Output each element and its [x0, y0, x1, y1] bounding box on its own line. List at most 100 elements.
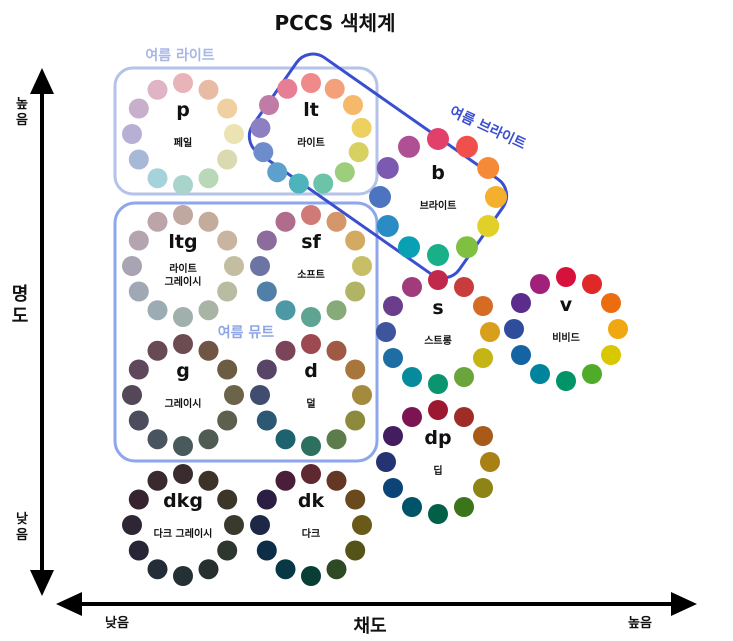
color-swatch: [582, 274, 602, 294]
color-swatch: [173, 334, 193, 354]
tone-code-dk: dk: [298, 490, 325, 512]
color-swatch: [345, 281, 366, 302]
color-swatch: [250, 515, 270, 535]
color-swatch: [217, 359, 238, 380]
color-swatch: [173, 464, 193, 484]
color-swatch: [383, 426, 403, 446]
color-swatch: [147, 559, 168, 580]
tone-name-dp: 딥: [433, 465, 442, 477]
tone-wheel-v: v 비비드: [504, 267, 628, 391]
color-swatch: [477, 157, 500, 179]
color-swatch: [511, 293, 531, 313]
color-swatch: [259, 95, 279, 115]
color-swatch: [324, 78, 345, 99]
color-swatch: [198, 470, 219, 491]
summer-bright-box: [247, 52, 509, 280]
color-swatch: [277, 78, 298, 99]
color-swatch: [224, 124, 244, 144]
color-swatch: [326, 300, 347, 321]
x-axis-arrow-right-icon: [671, 592, 697, 616]
tone-wheel-b: b 브라이트: [369, 128, 507, 266]
color-swatch: [198, 168, 219, 189]
color-swatch: [428, 270, 448, 290]
tone-wheel-g: g 그레이시: [122, 334, 244, 456]
tone-name-dkg: 다크 그레이시: [154, 527, 213, 540]
tone-wheel-dp: dp 딥: [376, 400, 500, 524]
color-swatch: [128, 540, 149, 561]
color-swatch: [128, 489, 149, 510]
tone-name-p: 페일: [174, 136, 192, 149]
summer-light-label: 여름 라이트: [145, 47, 214, 64]
tone-name-v: 비비드: [552, 331, 580, 344]
color-swatch: [369, 186, 391, 208]
color-swatch: [402, 367, 422, 387]
color-swatch: [376, 322, 396, 342]
color-swatch: [217, 149, 238, 170]
color-swatch: [224, 256, 244, 276]
color-swatch: [601, 345, 621, 365]
color-swatch: [556, 371, 576, 391]
color-swatch: [428, 400, 448, 420]
color-swatch: [288, 173, 309, 194]
color-swatch: [398, 236, 420, 259]
color-swatch: [275, 340, 296, 361]
color-swatch: [326, 559, 347, 580]
color-swatch: [301, 307, 321, 327]
color-swatch: [352, 385, 372, 405]
color-swatch: [351, 117, 372, 138]
color-swatch: [402, 497, 422, 517]
color-swatch: [275, 211, 296, 232]
color-swatch: [122, 124, 142, 144]
tone-code-dkg: dkg: [163, 490, 203, 512]
color-swatch: [198, 340, 219, 361]
color-swatch: [147, 168, 168, 189]
color-swatch: [250, 256, 270, 276]
color-swatch: [301, 436, 321, 456]
color-swatch: [147, 211, 168, 232]
color-swatch: [477, 215, 500, 237]
tone-code-b: b: [431, 162, 445, 184]
color-swatch: [301, 205, 321, 225]
color-swatch: [173, 73, 193, 93]
x-axis-low-label: 낮음: [105, 615, 129, 631]
color-swatch: [217, 540, 238, 561]
color-swatch: [473, 426, 493, 446]
color-swatch: [275, 559, 296, 580]
color-swatch: [313, 173, 334, 194]
color-swatch: [428, 374, 448, 394]
color-swatch: [398, 135, 420, 158]
summer-light-box: [113, 66, 379, 196]
tone-wheel-lt: lt 라이트: [250, 73, 372, 194]
color-swatch: [128, 410, 149, 431]
color-swatch: [173, 307, 193, 327]
color-swatch: [473, 348, 493, 368]
color-swatch: [530, 364, 550, 384]
tone-code-lt: lt: [303, 99, 319, 121]
color-swatch: [511, 345, 531, 365]
color-swatch: [454, 497, 474, 517]
color-swatch: [334, 162, 355, 183]
color-swatch: [224, 385, 244, 405]
color-swatch: [376, 215, 399, 237]
x-axis-title: 채도: [353, 616, 386, 637]
color-swatch: [301, 73, 321, 93]
color-swatch: [601, 293, 621, 313]
color-swatch: [402, 407, 422, 427]
tone-name-s: 스트롱: [424, 335, 452, 347]
tone-wheel-ltg: ltg 라이트 그레이시: [122, 205, 244, 327]
color-swatch: [217, 281, 238, 302]
tone-wheel-dk: dk 다크: [250, 464, 372, 586]
color-swatch: [454, 367, 474, 387]
color-swatch: [326, 211, 347, 232]
color-swatch: [224, 515, 244, 535]
tone-wheel-d: d덜: [250, 334, 372, 456]
color-swatch: [275, 300, 296, 321]
color-swatch: [256, 230, 277, 251]
color-swatch: [128, 98, 149, 119]
tone-name-d: 덜: [306, 398, 315, 410]
color-swatch: [122, 385, 142, 405]
color-swatch: [352, 515, 372, 535]
color-swatch: [582, 364, 602, 384]
